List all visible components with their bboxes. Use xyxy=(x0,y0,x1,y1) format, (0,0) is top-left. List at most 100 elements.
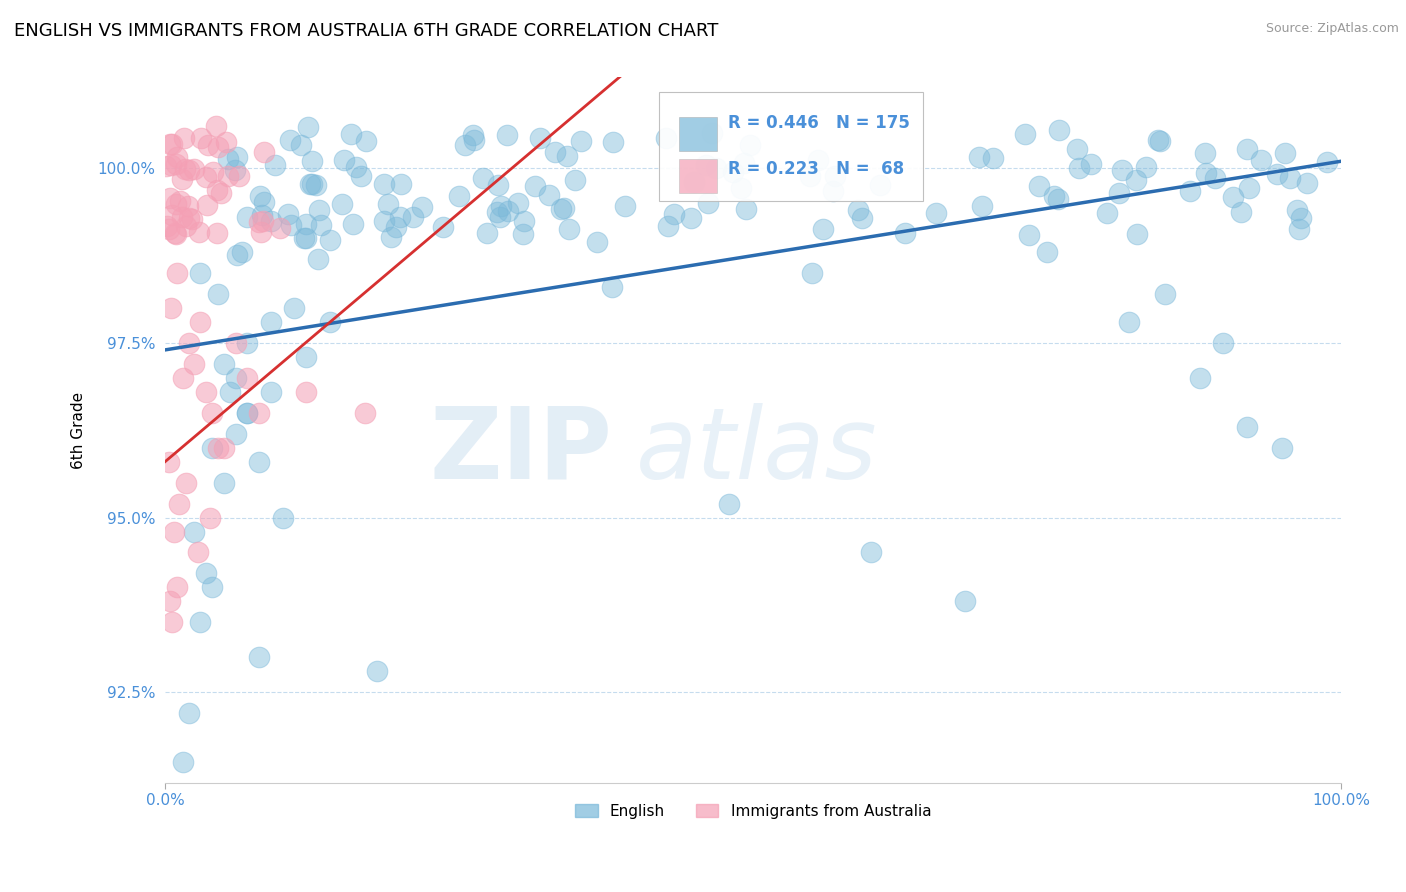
Point xyxy=(225,426,247,441)
Point xyxy=(247,215,270,229)
Point xyxy=(411,200,433,214)
Y-axis label: 6th Grade: 6th Grade xyxy=(72,392,86,469)
Point xyxy=(224,163,246,178)
Point xyxy=(236,371,259,385)
Point xyxy=(176,199,198,213)
Point xyxy=(330,197,353,211)
Point xyxy=(165,226,187,240)
Point xyxy=(1135,160,1157,174)
Point xyxy=(174,219,197,233)
Point xyxy=(250,208,273,222)
Point xyxy=(1118,315,1140,329)
Point xyxy=(488,210,510,224)
Point xyxy=(538,188,561,202)
Point xyxy=(454,138,477,153)
Point xyxy=(207,140,229,154)
Point xyxy=(247,650,270,665)
Point xyxy=(174,162,197,177)
Point xyxy=(201,164,224,178)
Point xyxy=(236,211,259,225)
Point xyxy=(252,214,274,228)
Point xyxy=(160,136,183,151)
Point xyxy=(201,441,224,455)
Point xyxy=(496,204,519,219)
Point xyxy=(1288,222,1310,236)
Text: ZIP: ZIP xyxy=(429,403,612,500)
Point xyxy=(305,178,328,193)
Point xyxy=(342,217,364,231)
Point xyxy=(1212,335,1234,350)
Point xyxy=(553,201,575,215)
Point xyxy=(1285,202,1308,217)
Point xyxy=(278,133,301,147)
Point xyxy=(166,150,188,164)
Point xyxy=(1296,177,1319,191)
Point xyxy=(169,194,191,208)
Point xyxy=(249,189,271,203)
Point xyxy=(198,510,221,524)
Point xyxy=(157,222,180,236)
Point xyxy=(263,158,285,172)
Point xyxy=(340,128,363,142)
Point xyxy=(1178,185,1201,199)
Point xyxy=(177,706,200,721)
Point xyxy=(318,315,340,329)
Point xyxy=(269,221,291,235)
Point xyxy=(704,161,727,175)
Point xyxy=(207,287,229,301)
Point xyxy=(657,219,679,234)
Point xyxy=(1271,441,1294,455)
Text: ENGLISH VS IMMIGRANTS FROM AUSTRALIA 6TH GRADE CORRELATION CHART: ENGLISH VS IMMIGRANTS FROM AUSTRALIA 6TH… xyxy=(14,22,718,40)
Point xyxy=(380,230,402,244)
Point xyxy=(166,581,188,595)
Point xyxy=(1236,419,1258,434)
Point xyxy=(292,230,315,244)
Point xyxy=(299,177,322,191)
Point xyxy=(544,145,567,160)
Point xyxy=(489,199,512,213)
Point xyxy=(225,335,247,350)
Point xyxy=(260,315,283,329)
Point xyxy=(209,186,232,201)
Text: Source: ZipAtlas.com: Source: ZipAtlas.com xyxy=(1265,22,1399,36)
Point xyxy=(1042,189,1064,203)
Point xyxy=(472,170,495,185)
Point xyxy=(799,169,821,183)
Point xyxy=(295,384,318,399)
Point xyxy=(156,219,179,233)
Point xyxy=(1316,155,1339,169)
Point xyxy=(354,406,377,420)
Point xyxy=(319,233,342,247)
Point xyxy=(730,180,752,194)
Point xyxy=(247,455,270,469)
Point xyxy=(183,357,205,371)
Point xyxy=(1047,122,1070,136)
Point xyxy=(217,153,239,167)
Point xyxy=(165,227,187,241)
Point xyxy=(512,227,534,241)
Point xyxy=(218,384,240,399)
Point xyxy=(295,231,318,245)
Point xyxy=(1046,192,1069,206)
Point xyxy=(217,169,239,183)
Point xyxy=(159,594,181,608)
Point xyxy=(613,199,636,213)
Point xyxy=(225,371,247,385)
Point xyxy=(389,210,412,224)
Point xyxy=(1188,371,1211,385)
Point xyxy=(173,130,195,145)
Point xyxy=(179,211,201,225)
Point xyxy=(309,219,332,233)
Point xyxy=(177,335,200,350)
Point xyxy=(236,406,259,420)
Point xyxy=(1108,186,1130,201)
Point xyxy=(301,154,323,169)
Point xyxy=(683,175,706,189)
Point xyxy=(165,157,187,171)
Point xyxy=(564,173,586,187)
Point xyxy=(301,177,323,191)
Point xyxy=(188,615,211,630)
Point xyxy=(972,199,994,213)
Point xyxy=(177,163,200,178)
Point xyxy=(295,350,318,364)
